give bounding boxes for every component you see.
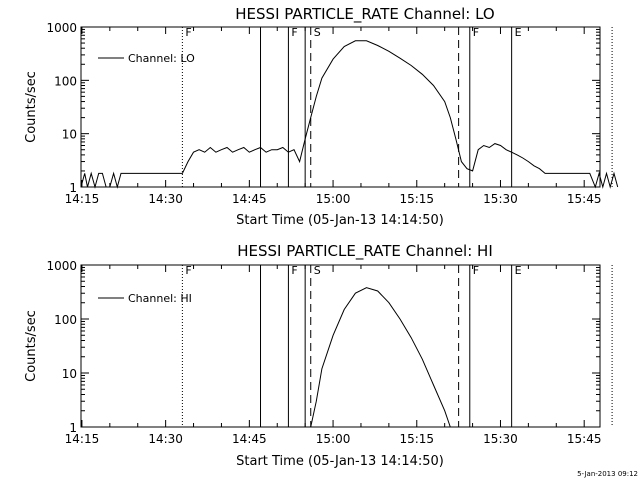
- series-line-hi: [310, 287, 451, 428]
- y-tick-label: 1: [69, 181, 77, 195]
- plot-frame-hi: [80, 264, 601, 428]
- y-tick-label: 100: [54, 74, 77, 88]
- flag-label: F: [473, 264, 479, 277]
- x-tick-label: 14:30: [148, 192, 183, 206]
- x-tick-label: 15:00: [316, 432, 351, 446]
- y-tick-label: 100: [54, 313, 77, 327]
- legend-label-lo: Channel: LO: [128, 52, 195, 65]
- y-axis-label-hi: Counts/sec: [24, 310, 39, 382]
- x-tick-label: 14:45: [232, 192, 267, 206]
- x-tick-label: 14:15: [65, 192, 100, 206]
- flag-label: F: [473, 26, 479, 39]
- y-tick-label: 1: [69, 421, 77, 435]
- y-tick-label: 10: [62, 128, 77, 142]
- x-ticks-lo: 14:15 14:30 14:45 15:00 15:15 15:30 15:45: [65, 27, 602, 206]
- panel-lo: HESSI PARTICLE_RATE Channel: LO Counts/s…: [24, 5, 619, 228]
- x-tick-label: 14:45: [232, 432, 267, 446]
- y-ticks-lo: 1 10 100 1000: [46, 21, 600, 195]
- plot-frame-lo: [80, 26, 601, 188]
- y-tick-label: 10: [62, 367, 77, 381]
- x-axis-label-hi: Start Time (05-Jan-13 14:14:50): [236, 454, 444, 469]
- flag-label: F: [185, 264, 191, 277]
- flag-label: F: [291, 264, 297, 277]
- flag-label: E: [515, 264, 522, 277]
- flag-label: F: [291, 26, 297, 39]
- x-tick-label: 14:15: [65, 432, 100, 446]
- y-axis-label-lo: Counts/sec: [24, 71, 39, 143]
- y-tick-label: 1000: [46, 259, 77, 273]
- flag-label: S: [314, 264, 321, 277]
- x-tick-label: 15:15: [399, 192, 434, 206]
- chart-title-hi: HESSI PARTICLE_RATE Channel: HI: [237, 242, 493, 261]
- series-line-lo: [80, 40, 619, 189]
- x-tick-label: 15:30: [483, 192, 518, 206]
- flag-label: S: [314, 26, 321, 39]
- plot-timestamp: 5-Jan-2013 09:12: [577, 470, 638, 478]
- flag-label: F: [185, 26, 191, 39]
- x-tick-label: 15:00: [316, 192, 351, 206]
- x-ticks-hi: 14:15 14:30 14:45 15:00 15:15 15:30 15:45: [65, 265, 602, 446]
- y-ticks-hi: 1 10 100 1000: [46, 259, 600, 435]
- x-tick-label: 14:30: [148, 432, 183, 446]
- x-tick-label: 15:45: [567, 192, 602, 206]
- x-axis-label-lo: Start Time (05-Jan-13 14:14:50): [236, 213, 444, 228]
- flag-label: E: [515, 26, 522, 39]
- chart-title-lo: HESSI PARTICLE_RATE Channel: LO: [235, 5, 494, 24]
- y-tick-label: 1000: [46, 21, 77, 35]
- x-tick-label: 15:45: [567, 432, 602, 446]
- x-tick-label: 15:30: [483, 432, 518, 446]
- legend-label-hi: Channel: HI: [128, 292, 192, 305]
- panel-hi: HESSI PARTICLE_RATE Channel: HI Counts/s…: [24, 242, 613, 469]
- x-tick-label: 15:15: [399, 432, 434, 446]
